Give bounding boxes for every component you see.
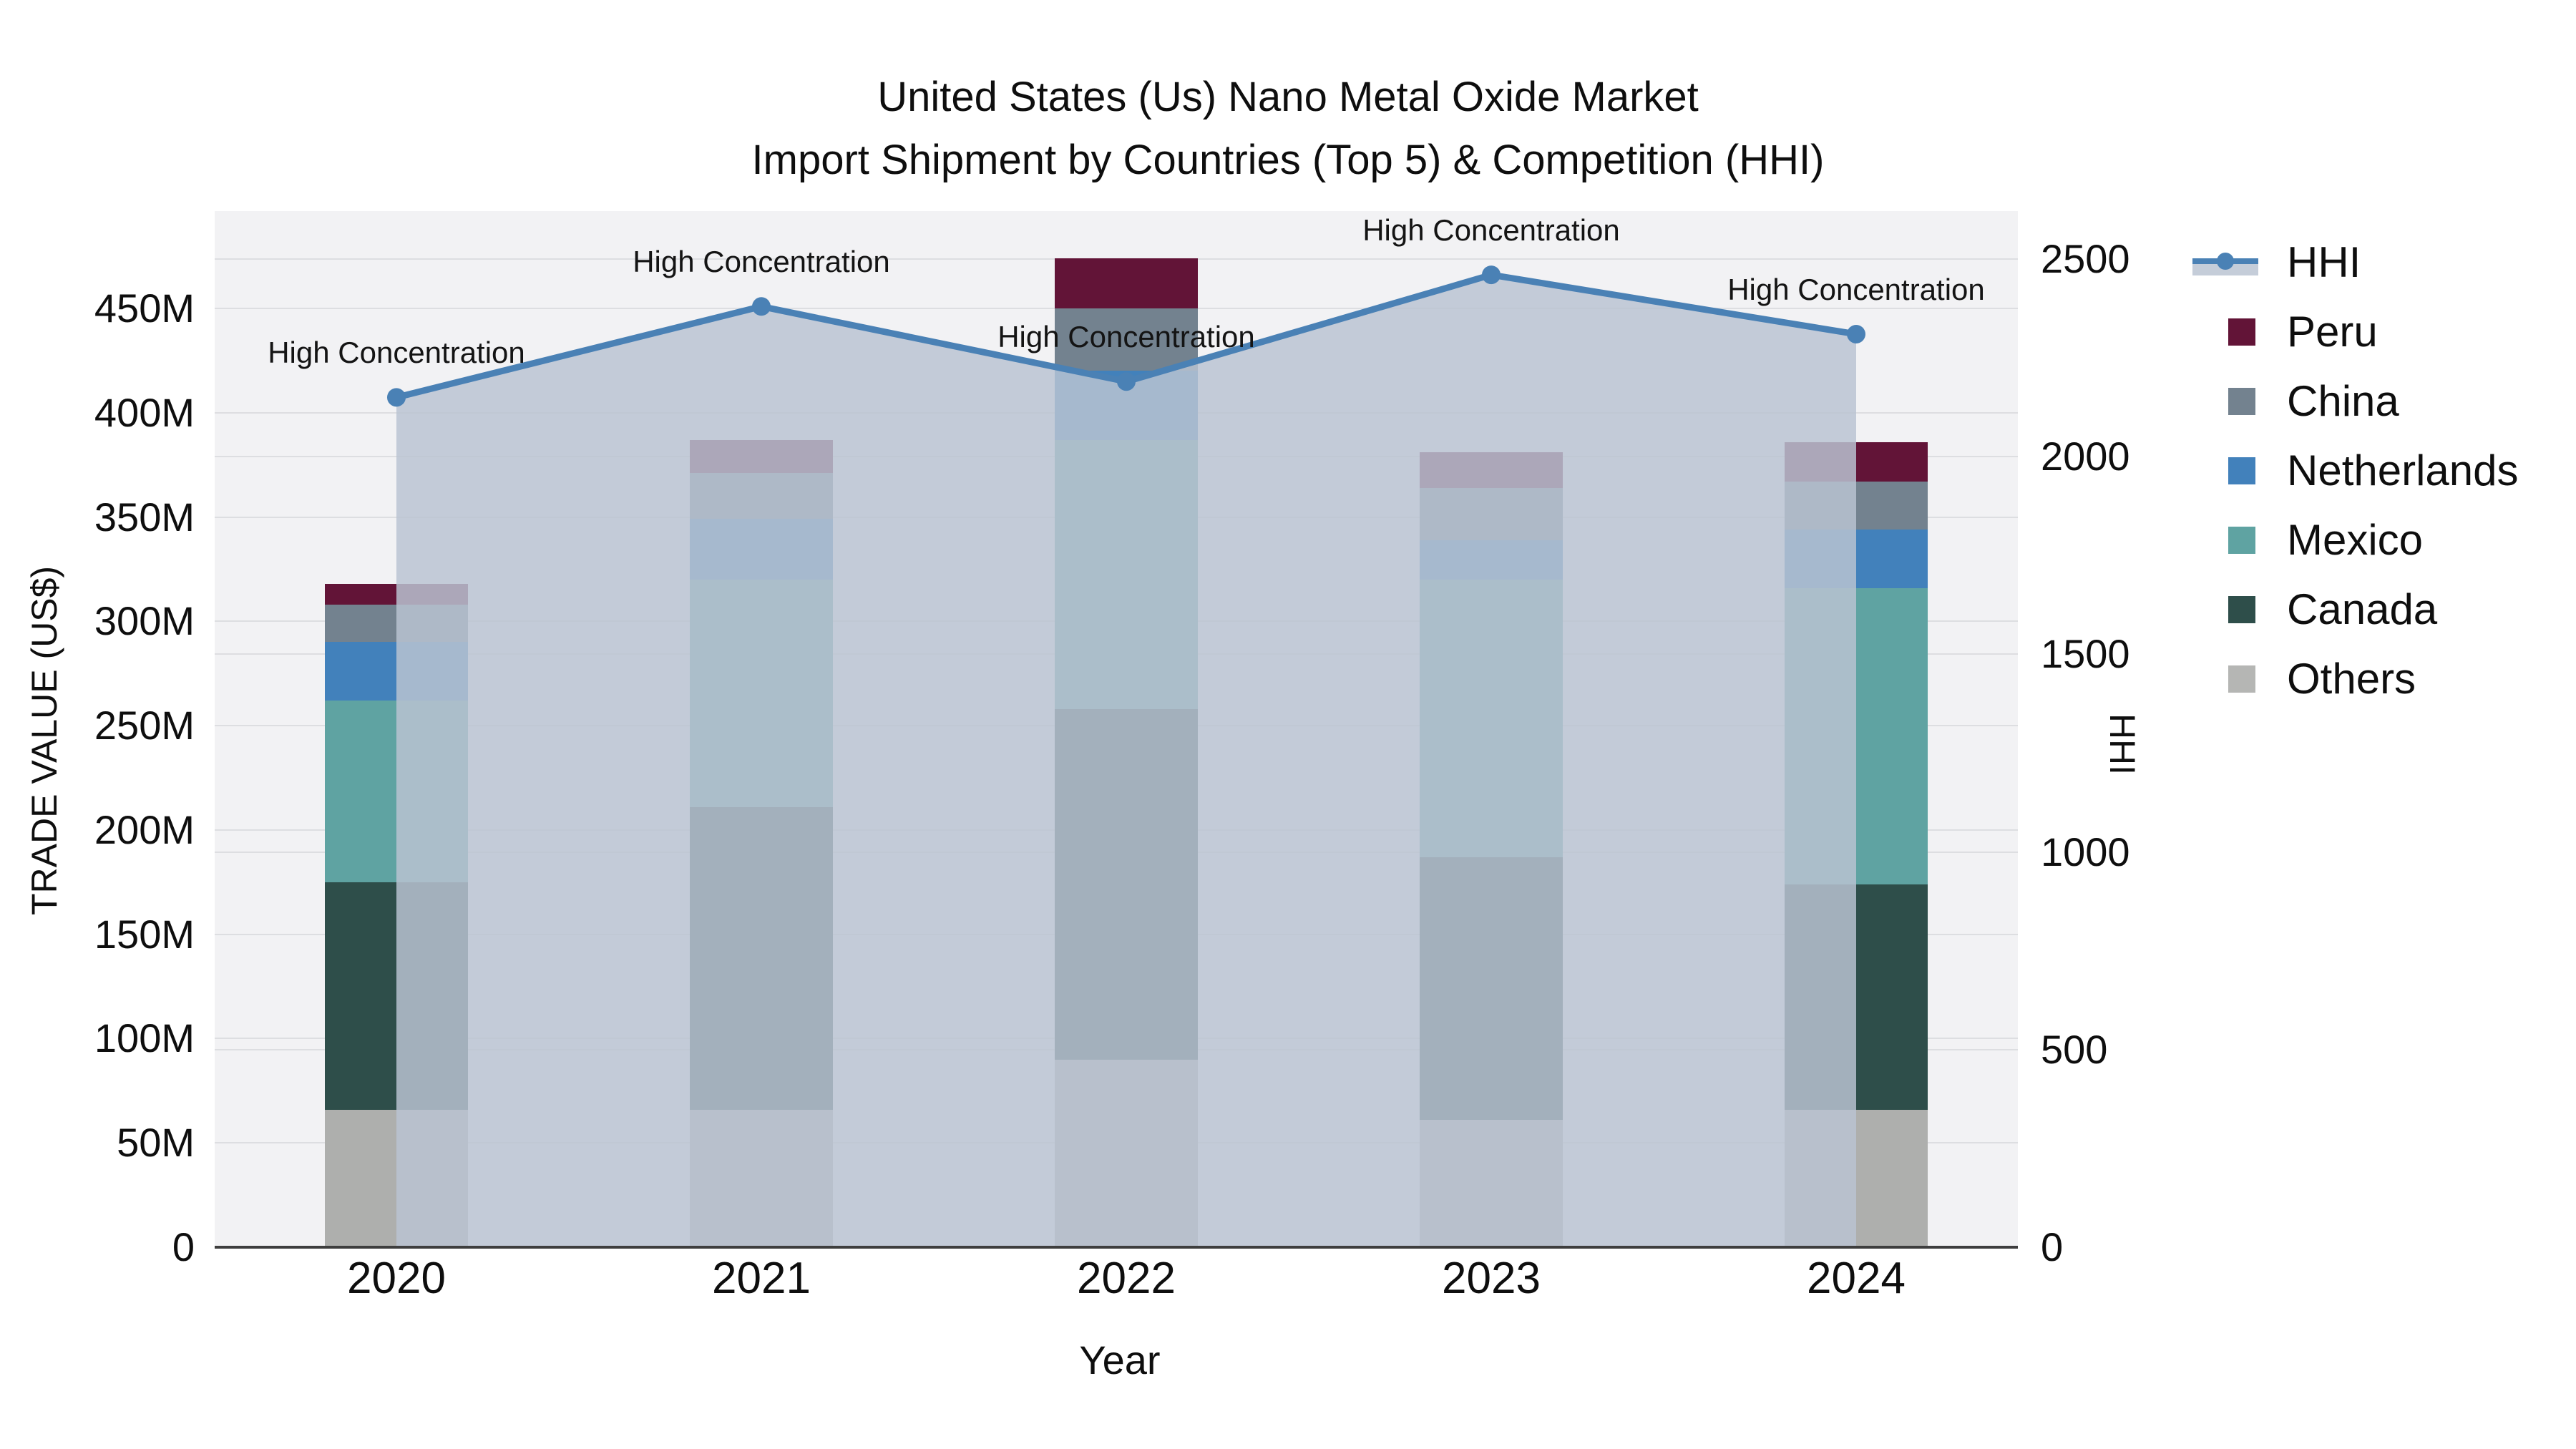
hhi-legend-glyph-icon: [2191, 241, 2260, 284]
legend-swatch-china: [2228, 387, 2255, 415]
chart-title-line2: Import Shipment by Countries (Top 5) & C…: [751, 137, 1825, 183]
chart-title: United States (Us) Nano Metal Oxide Mark…: [752, 66, 1825, 192]
left-tick-200M: 200M: [94, 806, 195, 852]
legend-swatch-peru: [2228, 318, 2255, 346]
legend-item-china[interactable]: China: [2191, 366, 2519, 436]
legend: HHI Peru China Netherlands Mexico Canada Other…: [2191, 228, 2519, 713]
left-axis-title: TRADE VALUE (US$): [24, 565, 64, 916]
legend-swatch-netherlands: [2228, 457, 2255, 484]
x-tick-2023: 2023: [1442, 1254, 1541, 1303]
hhi-point-2022[interactable]: [1117, 372, 1136, 391]
right-tick-1000: 1000: [2041, 829, 2130, 874]
bar-segment-peru-2022[interactable]: [1055, 258, 1198, 308]
hhi-point-2024[interactable]: [1847, 324, 1865, 343]
hhi-area: [396, 275, 1856, 1248]
right-tick-2500: 2500: [2041, 236, 2130, 281]
hhi-point-2023[interactable]: [1482, 265, 1501, 285]
hhi-overlay: [387, 265, 1865, 1248]
legend-item-hhi[interactable]: HHI: [2191, 228, 2519, 297]
x-axis-title: Year: [1079, 1337, 1161, 1382]
legend-item-canada[interactable]: Canada: [2191, 575, 2519, 644]
legend-label-netherlands: Netherlands: [2287, 447, 2519, 494]
legend-label-hhi: HHI: [2287, 238, 2361, 286]
legend-label-peru: Peru: [2287, 308, 2378, 356]
chart-title-line1: United States (Us) Nano Metal Oxide Mark…: [877, 74, 1699, 120]
right-tick-0: 0: [2041, 1224, 2064, 1269]
legend-swatch-mexico: [2228, 526, 2255, 554]
right-tick-2000: 2000: [2041, 434, 2130, 479]
plot-area: [215, 211, 2018, 1248]
x-tick-2021: 2021: [712, 1254, 811, 1303]
legend-label-mexico: Mexico: [2287, 516, 2424, 564]
left-tick-400M: 400M: [94, 389, 195, 435]
bar-segment-china-2022[interactable]: [1055, 308, 1198, 371]
left-tick-50M: 50M: [117, 1120, 195, 1166]
left-tick-300M: 300M: [94, 598, 195, 644]
left-tick-0: 0: [172, 1224, 195, 1269]
left-tick-100M: 100M: [94, 1015, 195, 1061]
left-tick-350M: 350M: [94, 494, 195, 540]
left-tick-150M: 150M: [94, 911, 195, 957]
annotation-2024: High Concentration: [1727, 272, 1985, 306]
legend-label-china: China: [2287, 377, 2399, 425]
left-tick-450M: 450M: [94, 285, 195, 331]
legend-item-netherlands[interactable]: Netherlands: [2191, 436, 2519, 505]
hhi-point-2021[interactable]: [752, 297, 771, 316]
legend-item-peru[interactable]: Peru: [2191, 297, 2519, 366]
annotation-2021: High Concentration: [633, 245, 890, 279]
x-tick-2020: 2020: [347, 1254, 446, 1303]
right-tick-1500: 1500: [2041, 631, 2130, 677]
legend-label-others: Others: [2287, 655, 2416, 703]
annotation-2022: High Concentration: [997, 320, 1255, 354]
legend-item-others[interactable]: Others: [2191, 644, 2519, 713]
left-tick-250M: 250M: [94, 703, 195, 748]
x-tick-2022: 2022: [1077, 1254, 1176, 1303]
x-tick-2024: 2024: [1807, 1254, 1906, 1303]
x-axis-line: [215, 1246, 2018, 1249]
legend-swatch-canada: [2228, 595, 2255, 623]
annotation-2020: High Concentration: [268, 336, 525, 370]
right-tick-500: 500: [2041, 1026, 2108, 1072]
right-axis-title: HHI: [2102, 713, 2142, 776]
annotation-2023: High Concentration: [1362, 213, 1620, 248]
hhi-point-2020[interactable]: [387, 388, 406, 407]
legend-swatch-others: [2228, 665, 2255, 693]
legend-item-mexico[interactable]: Mexico: [2191, 505, 2519, 575]
legend-label-canada: Canada: [2287, 585, 2438, 633]
